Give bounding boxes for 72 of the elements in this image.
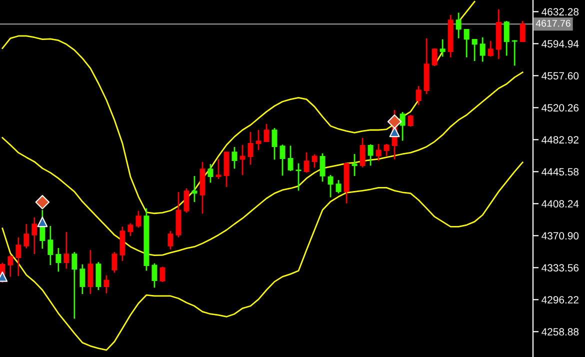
candlestick bbox=[24, 223, 30, 250]
candlestick bbox=[32, 216, 38, 255]
candlestick bbox=[192, 175, 198, 203]
candlestick bbox=[456, 12, 462, 39]
candlestick bbox=[96, 261, 102, 291]
candlestick bbox=[384, 143, 390, 157]
candlestick bbox=[128, 222, 134, 237]
point bbox=[37, 216, 48, 228]
candlestick bbox=[72, 251, 78, 320]
candlestick bbox=[16, 236, 22, 277]
candlestick bbox=[232, 146, 238, 170]
candlestick bbox=[88, 249, 94, 295]
point bbox=[387, 114, 402, 129]
candlestick bbox=[152, 262, 158, 288]
candlestick bbox=[136, 210, 142, 228]
candlestick bbox=[352, 153, 358, 177]
y-tick-label: 4408.24 bbox=[542, 200, 579, 208]
y-tick-label: 4445.58 bbox=[542, 168, 579, 176]
point bbox=[389, 126, 400, 138]
candlestick bbox=[296, 162, 302, 192]
candlestick bbox=[168, 230, 174, 250]
candlestick bbox=[160, 266, 166, 283]
candlestick bbox=[408, 114, 414, 128]
candlestick bbox=[504, 20, 510, 56]
y-tick-label: 4520.26 bbox=[542, 104, 579, 112]
candlestick bbox=[464, 28, 470, 58]
candlestick bbox=[304, 152, 310, 174]
candlestick bbox=[400, 111, 406, 142]
candlestick bbox=[312, 154, 318, 168]
y-tick-label: 4370.90 bbox=[542, 232, 579, 240]
candlestick bbox=[480, 36, 486, 62]
candlestick bbox=[264, 123, 270, 142]
candlestick bbox=[368, 144, 374, 166]
candlestick bbox=[280, 144, 286, 176]
y-tick-label: 4258.88 bbox=[542, 328, 579, 336]
candlestick bbox=[184, 188, 190, 214]
candlestick bbox=[416, 85, 422, 106]
candlestick bbox=[376, 143, 382, 162]
candlestick bbox=[440, 38, 446, 58]
candlestick bbox=[288, 144, 294, 172]
candlestick bbox=[488, 40, 494, 58]
y-tick-label: 4594.94 bbox=[542, 40, 579, 48]
candlestick bbox=[320, 152, 326, 182]
y-tick-label: 4482.92 bbox=[542, 136, 578, 144]
y-tick-label: 4557.60 bbox=[542, 72, 579, 80]
candlestick bbox=[80, 264, 86, 295]
line-series bbox=[2, 72, 524, 256]
candlestick bbox=[48, 225, 54, 266]
candlestick bbox=[104, 274, 110, 294]
candlestick bbox=[120, 226, 126, 262]
candlestick bbox=[472, 38, 478, 62]
candlestick bbox=[336, 179, 342, 194]
y-tick-label: 4296.22 bbox=[542, 296, 578, 304]
ref-line-label: 4617.76 bbox=[536, 20, 570, 27]
y-tick-label: 4632.28 bbox=[542, 8, 579, 16]
line-series bbox=[2, 162, 524, 351]
candlestick bbox=[64, 231, 70, 270]
candlestick bbox=[256, 129, 262, 151]
candlestick bbox=[112, 251, 118, 274]
candlestick bbox=[216, 158, 222, 180]
point bbox=[35, 195, 50, 210]
candlestick bbox=[224, 151, 230, 188]
candlestick bbox=[208, 163, 214, 184]
candlestick bbox=[240, 144, 246, 176]
y-tick-label: 4333.56 bbox=[542, 264, 579, 272]
candlestick bbox=[272, 127, 278, 160]
candlestick bbox=[328, 174, 334, 198]
candlestick bbox=[8, 254, 14, 278]
candlestick bbox=[248, 131, 254, 166]
candlestick bbox=[520, 20, 526, 42]
candlestick bbox=[56, 247, 62, 272]
candlestick bbox=[360, 137, 366, 168]
